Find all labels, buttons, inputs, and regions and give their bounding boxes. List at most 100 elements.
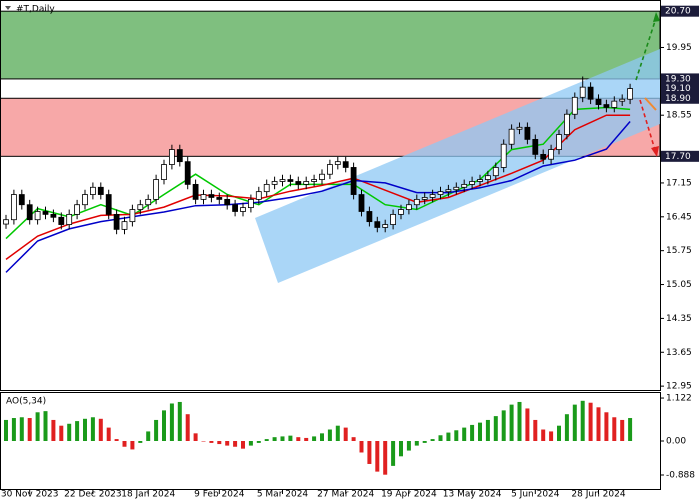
candle-body bbox=[342, 161, 349, 168]
candle-body bbox=[192, 183, 199, 200]
ao-title: AO(5,34) bbox=[6, 397, 46, 407]
ao-bar bbox=[248, 441, 253, 446]
ao-bar bbox=[343, 427, 348, 441]
ao-bar bbox=[612, 417, 617, 441]
ao-bar bbox=[233, 441, 238, 447]
ao-bar bbox=[596, 407, 601, 441]
axes: 12.95 13.65 14.35 15.05 15.75 16.45 17.15 18.55… bbox=[1, 5, 699, 500]
ao-bar bbox=[288, 435, 293, 441]
candle-body bbox=[484, 175, 491, 180]
ao-bar bbox=[478, 422, 482, 441]
ao-bar bbox=[209, 441, 214, 443]
ao-bar bbox=[75, 421, 80, 441]
candle-body bbox=[255, 191, 262, 200]
candle-body bbox=[263, 183, 270, 193]
ao-bar bbox=[588, 402, 593, 441]
ao-bar bbox=[438, 435, 443, 441]
zone bbox=[0, 10, 660, 80]
y-tick-label: 1.122 bbox=[666, 394, 692, 404]
candle-body bbox=[58, 216, 65, 225]
candle-body bbox=[413, 198, 420, 206]
x-tick-label: 28 Jun 2024 bbox=[571, 490, 625, 500]
candle-body bbox=[492, 167, 499, 177]
y-tick-label: -0.888 bbox=[666, 470, 695, 480]
arrow-side bbox=[644, 97, 657, 111]
candle-body bbox=[579, 86, 586, 98]
ao-bar bbox=[51, 419, 56, 441]
main-frame bbox=[0, 0, 661, 391]
candle-body bbox=[176, 149, 183, 163]
arrow-head bbox=[651, 146, 659, 157]
candle-body bbox=[611, 100, 618, 108]
channel bbox=[255, 49, 660, 283]
x-tick-label: 5 Mar 2024 bbox=[257, 490, 309, 500]
ao-bar bbox=[351, 437, 356, 441]
x-tick-label: 13 May 2024 bbox=[443, 490, 502, 500]
candle-body bbox=[429, 194, 436, 198]
y-tick-label: 12.95 bbox=[666, 382, 692, 392]
candle-body bbox=[66, 213, 73, 225]
ao-bar bbox=[162, 410, 166, 441]
candle-body bbox=[405, 204, 412, 210]
candle-body bbox=[161, 164, 167, 180]
candle-body bbox=[548, 149, 554, 160]
ao-bar bbox=[391, 441, 396, 466]
price-label: 18.90 bbox=[665, 94, 691, 104]
ao-bar bbox=[304, 437, 309, 441]
ao-bar bbox=[509, 404, 514, 441]
x-tick-label: 27 Mar 2024 bbox=[317, 490, 374, 500]
candle-body bbox=[82, 194, 88, 206]
ao-bar bbox=[185, 414, 190, 441]
candle-body bbox=[350, 167, 357, 195]
candle-body bbox=[627, 88, 633, 100]
candle-body bbox=[469, 181, 476, 185]
x-tick-label: 9 Feb 2024 bbox=[194, 490, 245, 500]
ao-histogram bbox=[4, 400, 633, 475]
ao-bar bbox=[201, 441, 206, 442]
candle-body bbox=[556, 134, 562, 150]
candle-body bbox=[540, 153, 547, 160]
ao-bar bbox=[217, 441, 222, 445]
candle-body bbox=[240, 207, 246, 212]
candle-body bbox=[366, 211, 373, 223]
candle-body bbox=[437, 191, 444, 195]
candle-body bbox=[224, 198, 231, 206]
ao-bar bbox=[533, 419, 538, 441]
moving-average bbox=[5, 114, 631, 261]
x-tick-label: 22 Dec 2023 bbox=[64, 490, 122, 500]
ao-bar bbox=[312, 436, 317, 441]
candle-body bbox=[168, 149, 175, 165]
y-tick-label: 0.00 bbox=[666, 437, 686, 447]
menu-icon bbox=[5, 6, 11, 10]
arrow-down bbox=[639, 99, 656, 151]
candle-body bbox=[334, 161, 341, 165]
ao-bar bbox=[383, 441, 388, 475]
ao-bar bbox=[59, 425, 64, 441]
ao-bar bbox=[320, 433, 324, 441]
candle-body bbox=[374, 221, 381, 228]
price-label-box bbox=[661, 73, 699, 85]
candle-body bbox=[50, 213, 57, 218]
candle-body bbox=[42, 211, 49, 215]
x-tick-label: 18 Jan 2024 bbox=[121, 490, 175, 500]
candle-body bbox=[232, 204, 239, 212]
candle-body bbox=[34, 211, 41, 221]
ao-bar bbox=[572, 404, 577, 441]
ao-bar bbox=[43, 411, 48, 441]
candle-body bbox=[279, 179, 286, 182]
price-label-box bbox=[661, 92, 699, 104]
ao-bar bbox=[296, 437, 301, 441]
candle-body bbox=[10, 194, 17, 221]
ao-bar bbox=[422, 441, 427, 443]
ao-bar bbox=[27, 418, 32, 441]
ao-bar bbox=[359, 441, 364, 453]
candle-body bbox=[26, 204, 33, 221]
ao-bar bbox=[604, 412, 609, 441]
ao-bar bbox=[446, 432, 451, 441]
ao-bar bbox=[146, 431, 151, 441]
candle-body bbox=[105, 194, 112, 215]
ao-bar bbox=[193, 433, 198, 441]
y-tick-label: 15.75 bbox=[666, 246, 692, 256]
candle-body bbox=[453, 186, 460, 191]
candle-body bbox=[326, 164, 333, 175]
